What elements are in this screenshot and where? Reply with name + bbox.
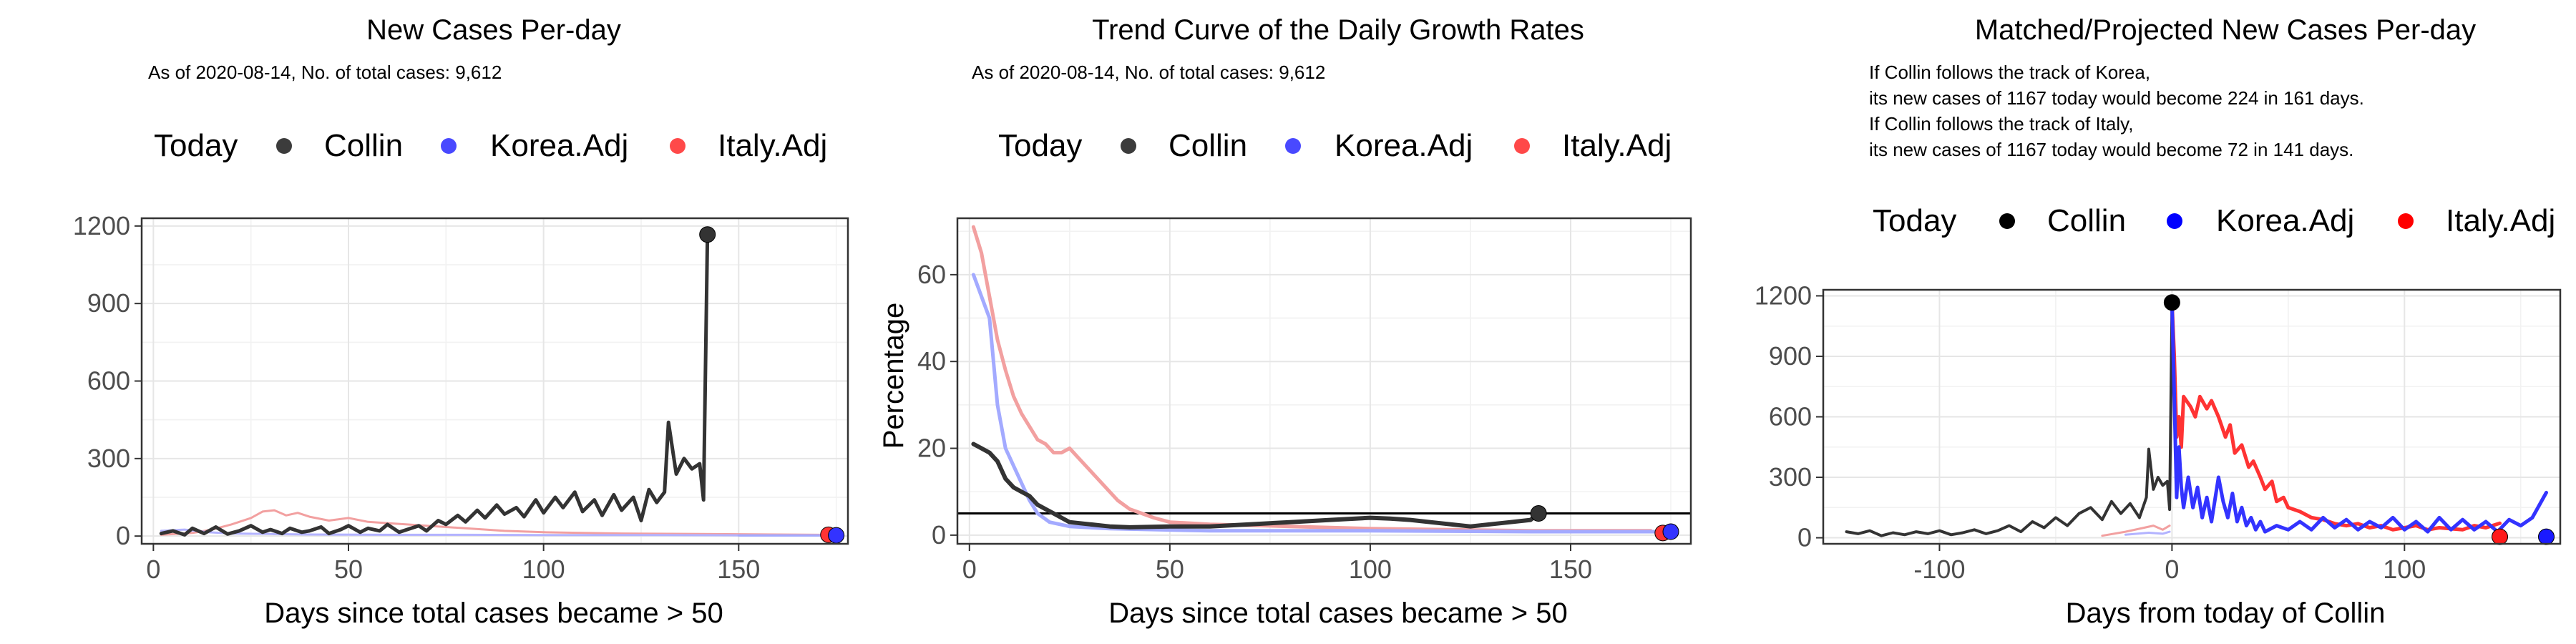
annotation-line-2: its new cases of 1167 today would become…	[1869, 87, 2364, 109]
legend-dot-collin	[1121, 138, 1136, 154]
legend-dot-italy	[670, 138, 686, 154]
annotation-line-1: If Collin follows the track of Korea,	[1869, 62, 2150, 83]
y-tick-label: 1200	[73, 211, 130, 240]
plot-area: 0 50 100 150 0 300 600 900 1200	[73, 211, 849, 584]
legend-label-italy: Italy.Adj	[718, 128, 827, 163]
y-tick-label: 20	[917, 434, 946, 463]
legend-title: Today	[154, 128, 238, 163]
chart-title: New Cases Per-day	[366, 14, 621, 46]
legend-label-italy: Italy.Adj	[1562, 128, 1672, 163]
legend-label-korea: Korea.Adj	[490, 128, 628, 163]
legend-dot-collin	[1999, 213, 2015, 229]
y-tick-label: 1200	[1755, 280, 1812, 310]
x-tick-label: 100	[2383, 555, 2426, 584]
x-tick-label: 150	[1549, 555, 1592, 584]
panel-border	[956, 217, 1692, 545]
chart-title: Trend Curve of the Daily Growth Rates	[1092, 14, 1584, 46]
legend-title: Today	[1873, 203, 1956, 238]
series-line-italy-adj	[971, 225, 1653, 533]
series-line-korea-adj-history-	[2124, 530, 2171, 536]
panel-border	[140, 217, 849, 545]
plot-area: 0 50 100 150 0 20 40 60	[917, 217, 1692, 584]
x-tick-label: 0	[962, 555, 977, 584]
chart-subtitle: As of 2020-08-14, No. of total cases: 9,…	[972, 62, 1325, 83]
y-tick-label: 0	[932, 520, 946, 550]
chart-subtitle: As of 2020-08-14, No. of total cases: 9,…	[148, 62, 502, 83]
legend-dot-collin	[276, 138, 292, 154]
series-line-italy-adj	[160, 509, 830, 536]
plot-area: -100 0 100 0 300 600 900 1200	[1755, 280, 2562, 584]
x-tick-label: 100	[1349, 555, 1392, 584]
annotation-line-4: its new cases of 1167 today would become…	[1869, 139, 2353, 160]
y-axis-title: Percentage	[878, 303, 909, 449]
legend-dot-korea	[1285, 138, 1301, 154]
legend-label-korea: Korea.Adj	[1335, 128, 1473, 163]
today-point-korea-adj	[1662, 523, 1679, 540]
y-tick-label: 300	[1769, 462, 1812, 492]
y-tick-label: 600	[1769, 402, 1812, 431]
x-tick-label: 150	[717, 555, 760, 584]
y-tick-label: 900	[87, 288, 130, 318]
legend-label-korea: Korea.Adj	[2216, 203, 2354, 238]
legend-label-collin: Collin	[1169, 128, 1247, 163]
y-tick-label: 0	[116, 521, 130, 550]
chart-title: Matched/Projected New Cases Per-day	[1975, 14, 2476, 46]
today-point-collin	[2163, 294, 2180, 311]
legend-title: Today	[998, 128, 1082, 163]
y-tick-label: 40	[917, 346, 946, 376]
y-tick-label: 900	[1769, 341, 1812, 371]
series-line-korea-adj	[2170, 301, 2548, 534]
series-line-korea-adj	[971, 273, 1673, 534]
x-axis-title: Days since total cases became > 50	[264, 597, 723, 629]
x-tick-label: 100	[522, 555, 565, 584]
series-line-italy-adj-history-	[2101, 525, 2171, 537]
panel-border	[1822, 288, 2562, 545]
legend-dot-korea	[2167, 213, 2182, 229]
x-tick-label: 0	[146, 555, 160, 584]
x-axis-title: Days from today of Collin	[2066, 597, 2386, 629]
legend-label-collin: Collin	[324, 128, 403, 163]
x-axis-title: Days since total cases became > 50	[1108, 597, 1567, 629]
y-tick-label: 60	[917, 260, 946, 289]
series-line-italy-adj	[2170, 301, 2502, 532]
y-tick-label: 0	[1797, 523, 1812, 552]
today-point-italy-adj	[2492, 528, 2509, 545]
today-point-collin	[1530, 505, 1547, 522]
legend-dot-italy	[2398, 213, 2414, 229]
x-tick-label: -100	[1913, 555, 1965, 584]
annotation-line-3: If Collin follows the track of Italy,	[1869, 113, 2133, 135]
x-tick-label: 0	[2165, 555, 2179, 584]
series-line-collin	[971, 441, 1541, 530]
y-tick-label: 600	[87, 366, 130, 396]
x-tick-label: 50	[1156, 555, 1184, 584]
series-line-collin	[1845, 301, 2174, 537]
today-point-korea-adj	[2538, 528, 2555, 545]
legend-dot-italy	[1514, 138, 1530, 154]
y-tick-label: 300	[87, 444, 130, 473]
legend-dot-korea	[441, 138, 457, 154]
legend-label-italy: Italy.Adj	[2446, 203, 2555, 238]
x-tick-label: 50	[334, 555, 363, 584]
today-point-collin	[699, 226, 716, 243]
series-line-collin	[159, 233, 710, 537]
legend-label-collin: Collin	[2047, 203, 2126, 238]
